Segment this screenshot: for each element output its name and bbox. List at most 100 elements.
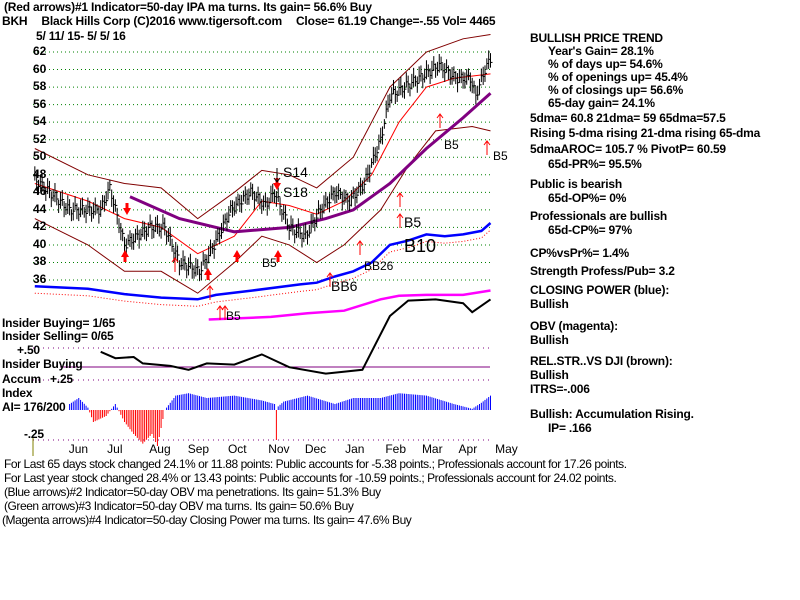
closing-power-line: [34, 222, 492, 301]
signal-label: B5: [226, 309, 241, 323]
lower-band-line: [34, 125, 491, 294]
signal-label: B5: [404, 214, 422, 230]
quote: Close= 61.19 Change=-.55 Vol= 4465: [295, 14, 496, 28]
x-tick-label: Jan: [345, 442, 365, 456]
ai-value: AI= 176/200: [2, 400, 66, 414]
signal-label: B5: [444, 138, 459, 152]
y-tick-label: 58: [33, 79, 47, 94]
aroc-pivot: 5dmaAROC= 105.7 % PivotP= 60.59: [530, 142, 726, 156]
red-down-arrow-icon: [273, 178, 281, 190]
thin-up-arrow-icon: [356, 240, 364, 255]
indicator-1-line: (Red arrows)#1 Indicator=50-day IPA ma t…: [4, 0, 372, 14]
cp-vs-pr: CP%vsPr%= 1.4%: [530, 246, 629, 260]
label-minus-25: -.25: [24, 427, 44, 441]
thin-up-arrow-icon: [221, 305, 229, 320]
thin-up-arrow-icon: [326, 272, 334, 287]
public-status: Public is bearish: [530, 177, 622, 191]
x-tick-label: Sep: [187, 442, 210, 456]
signal-label: B10: [404, 236, 437, 256]
y-tick-label: 42: [33, 219, 47, 234]
thin-up-arrow-icon: [206, 285, 214, 300]
signal-label: S14: [283, 164, 308, 180]
y-tick-label: 50: [33, 149, 47, 164]
y-tick-label: 60: [33, 61, 47, 76]
itrs: ITRS=-.006: [530, 382, 590, 396]
y-tick-label: 36: [33, 272, 47, 287]
thin-up-arrow-icon: [396, 213, 404, 228]
op-percent: 65d-OP%= 0%: [548, 191, 627, 205]
footer-65-days: For Last 65 days stock changed 24.1% or …: [4, 457, 627, 471]
red-up-arrow-icon: [233, 250, 241, 262]
insider-buying-line-label: Insider Buying: [2, 357, 83, 371]
professionals-status: Professionals are bullish: [530, 209, 668, 223]
red-up-arrow-icon: [121, 250, 129, 262]
signal-label: BB26: [364, 259, 394, 273]
x-tick-label: Jul: [107, 442, 123, 456]
y-tick-label: 62: [33, 44, 47, 58]
x-tick-label: Aug: [149, 442, 171, 456]
red-up-arrow-icon: [204, 268, 212, 280]
signal-label: BB6: [331, 278, 358, 294]
red-up-arrow-icon: [274, 250, 282, 262]
x-tick-label: Feb: [385, 442, 407, 456]
indicator-3-line: (Green arrows)#3 Indicator=50-day OBV ma…: [4, 499, 354, 513]
y-tick-label: 54: [33, 114, 47, 129]
x-tick-label: Dec: [304, 442, 327, 456]
relstr-state: Bullish: [530, 368, 569, 382]
header-row: BKH Black Hills Corp (C)2016 www.tigerso…: [2, 14, 496, 28]
upper-band-line: [34, 34, 491, 220]
relative-strength-line: [100, 298, 492, 375]
trend-title: BULLISH PRICE TREND: [530, 31, 663, 45]
y-tick-label: 56: [33, 96, 47, 111]
label-plus-25: +.25: [50, 372, 73, 386]
x-tick-label: May: [495, 442, 518, 456]
closing-power-title: CLOSING POWER (blue):: [530, 283, 670, 297]
insider-buying: Insider Buying= 1/65: [2, 316, 116, 330]
x-tick-label: Mar: [421, 442, 443, 456]
thin-up-arrow-icon: [436, 113, 444, 128]
x-tick-label: Nov: [268, 442, 290, 456]
thin-up-arrow-icon: [396, 192, 404, 207]
y-tick-label: 46: [33, 184, 47, 199]
red-down-arrow-icon: [123, 203, 131, 215]
date-range: 5/ 11/ 15- 5/ 5/ 16: [36, 29, 126, 43]
insider-selling: Insider Selling= 0/65: [2, 329, 114, 343]
y-tick-label: 44: [33, 201, 47, 216]
accum-status: Bullish: Accumulation Rising.: [530, 407, 694, 421]
closing-power-ma-line: [34, 229, 491, 307]
obv-line: [208, 289, 491, 321]
x-tick-label: Apr: [458, 442, 478, 456]
signal-label: S18: [283, 184, 308, 200]
ticker: BKH: [2, 14, 28, 28]
days-up: % of days up= 54.6%: [548, 57, 663, 71]
ma21-line: [34, 73, 491, 255]
signal-label: B5: [262, 256, 277, 270]
black-down-arrow-icon: [273, 168, 281, 183]
gain-65: 65-day gain= 24.1%: [548, 96, 655, 110]
strength-ratio: Strength Profess/Pub= 3.2: [530, 264, 675, 278]
years-gain: Year's Gain= 28.1%: [548, 44, 654, 58]
thin-up-arrow-icon: [216, 305, 224, 320]
closings-up: % of closings up= 56.6%: [548, 83, 684, 97]
accum-label: Accum: [2, 372, 42, 386]
moving-averages: 5dma= 60.8 21dma= 59 65dma=57.5: [530, 111, 726, 125]
y-tick-label: 40: [33, 236, 47, 251]
label-plus-50: +.50: [17, 343, 40, 357]
x-tick-label: Jun: [68, 442, 89, 456]
ma65-line: [129, 92, 492, 234]
pr-percent: 65d-PR%= 95.5%: [548, 157, 642, 171]
rising-mas: Rising 5-dma rising 21-dma rising 65-dma: [530, 126, 761, 140]
closing-power-state: Bullish: [530, 297, 569, 311]
obv-title: OBV (magenta):: [530, 319, 618, 333]
signal-label: B5: [493, 149, 508, 163]
openings-up: % of openings up= 45.4%: [548, 70, 688, 84]
indicator-2-line: (Blue arrows)#2 Indicator=50-day OBV ma …: [4, 485, 381, 499]
obv-state: Bullish: [530, 333, 569, 347]
ip-value: IP= .166: [548, 421, 592, 435]
footer-last-year: For Last year stock changed 28.4% or 13.…: [4, 471, 617, 485]
thin-up-arrow-icon: [171, 257, 179, 272]
y-tick-label: 38: [33, 254, 47, 269]
y-tick-label: 48: [33, 166, 47, 181]
